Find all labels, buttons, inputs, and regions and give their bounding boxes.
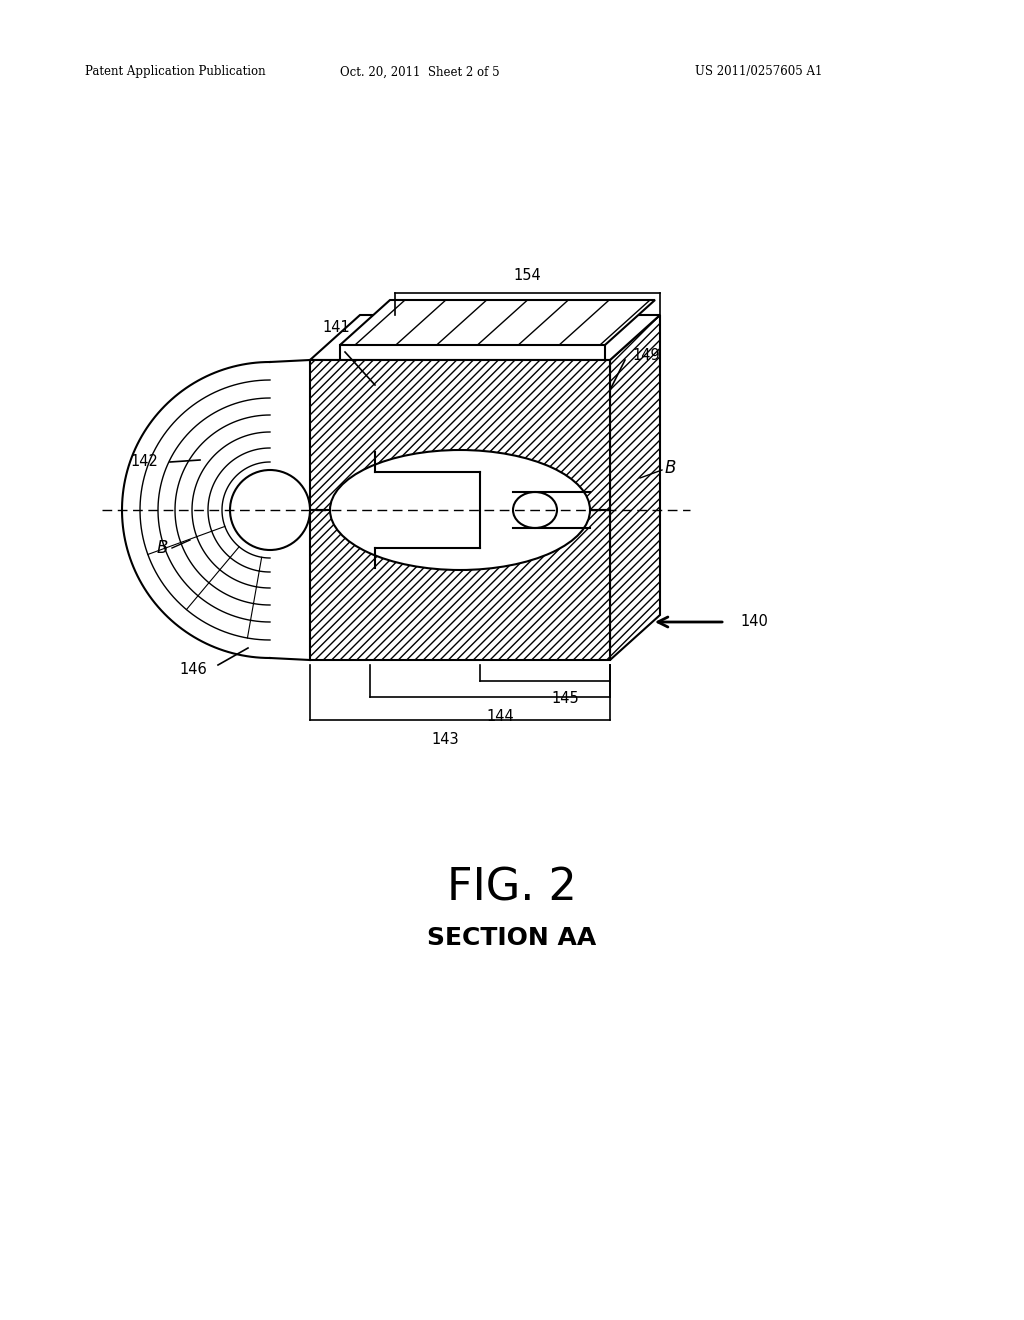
Text: 149: 149	[632, 347, 659, 363]
Text: 154: 154	[514, 268, 542, 282]
Text: B: B	[157, 539, 168, 557]
Ellipse shape	[230, 470, 310, 550]
Ellipse shape	[513, 492, 557, 528]
Text: 145: 145	[551, 690, 579, 706]
Ellipse shape	[330, 450, 590, 570]
Text: 143: 143	[431, 733, 459, 747]
Text: 142: 142	[130, 454, 158, 470]
Polygon shape	[310, 510, 610, 660]
Text: 144: 144	[486, 709, 514, 723]
Text: FIG. 2: FIG. 2	[447, 866, 577, 909]
Text: 141: 141	[323, 319, 350, 335]
Text: Patent Application Publication: Patent Application Publication	[85, 66, 265, 78]
Polygon shape	[310, 315, 660, 360]
Text: B: B	[665, 459, 677, 477]
Polygon shape	[610, 315, 660, 660]
Text: US 2011/0257605 A1: US 2011/0257605 A1	[695, 66, 822, 78]
Text: Oct. 20, 2011  Sheet 2 of 5: Oct. 20, 2011 Sheet 2 of 5	[340, 66, 500, 78]
Polygon shape	[340, 300, 655, 345]
Text: 140: 140	[740, 615, 768, 630]
Polygon shape	[310, 360, 610, 510]
Text: 146: 146	[179, 663, 207, 677]
Text: SECTION AA: SECTION AA	[427, 927, 597, 950]
